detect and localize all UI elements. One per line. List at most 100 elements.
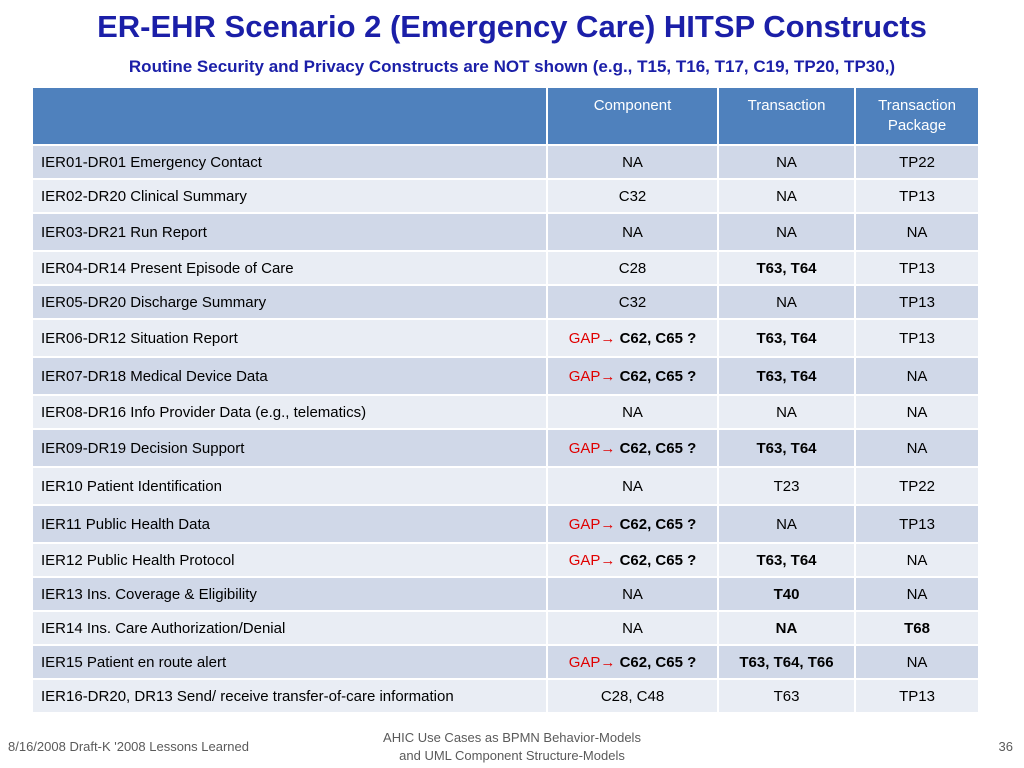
table-row: IER14 Ins. Care Authorization/Denial NA NA…: [31, 610, 980, 646]
row-transaction-package: NA: [854, 428, 980, 468]
table-row: IER04-DR14 Present Episode of Care C28 T63…: [31, 250, 980, 286]
row-name: IER11 Public Health Data: [31, 504, 548, 544]
table-row: IER15 Patient en route alert GAP→ C62, C6…: [31, 644, 980, 680]
row-name: IER06-DR12 Situation Report: [31, 318, 548, 358]
arrow-right-icon: →: [600, 439, 616, 457]
table-row: IER08-DR16 Info Provider Data (e.g., tel…: [31, 394, 980, 430]
table-row: IER05-DR20 Discharge Summary C32 NA TP13: [31, 284, 980, 320]
component-value: NA: [622, 477, 643, 495]
row-transaction-package: T68: [854, 610, 980, 646]
arrow-right-icon: →: [600, 367, 616, 385]
component-value: NA: [622, 403, 643, 421]
component-value: C62, C65 ?: [615, 329, 697, 347]
row-component: C28: [546, 250, 719, 286]
component-value: C32: [618, 187, 647, 205]
footer-center-line1: AHIC Use Cases as BPMN Behavior-Models: [383, 730, 641, 745]
header-transaction: Transaction: [717, 86, 856, 146]
table-header-row: Component Transaction Transaction Packag…: [31, 86, 980, 146]
component-value: NA: [622, 223, 643, 241]
row-component: GAP→ C62, C65 ?: [546, 428, 719, 468]
table-row: IER06-DR12 Situation Report GAP→ C62, C65…: [31, 318, 980, 358]
row-name: IER04-DR14 Present Episode of Care: [31, 250, 548, 286]
table-row: IER10 Patient Identification NA T23 TP22: [31, 466, 980, 506]
row-transaction-package: TP22: [854, 144, 980, 180]
row-transaction: T63, T64: [717, 542, 856, 578]
row-transaction: T63, T64, T66: [717, 644, 856, 680]
row-transaction-package: NA: [854, 542, 980, 578]
row-component: GAP→ C62, C65 ?: [546, 356, 719, 396]
row-component: NA: [546, 144, 719, 180]
table-row: IER02-DR20 Clinical Summary C32 NA TP13: [31, 178, 980, 214]
component-value: C28, C48: [600, 687, 665, 705]
arrow-right-icon: →: [600, 515, 616, 533]
row-component: GAP→ C62, C65 ?: [546, 644, 719, 680]
row-component: C28, C48: [546, 678, 719, 714]
row-transaction-package: NA: [854, 394, 980, 430]
gap-label: GAP: [568, 329, 601, 347]
table-row: IER03-DR21 Run Report NA NA NA: [31, 212, 980, 252]
row-name: IER12 Public Health Protocol: [31, 542, 548, 578]
row-name: IER03-DR21 Run Report: [31, 212, 548, 252]
row-component: NA: [546, 610, 719, 646]
row-name: IER16-DR20, DR13 Send/ receive transfer-…: [31, 678, 548, 714]
table-row: IER16-DR20, DR13 Send/ receive transfer-…: [31, 678, 980, 714]
gap-label: GAP: [568, 515, 601, 533]
row-transaction-package: TP22: [854, 466, 980, 506]
table-row: IER01-DR01 Emergency Contact NA NA TP22: [31, 144, 980, 180]
footer-center: AHIC Use Cases as BPMN Behavior-Models a…: [330, 729, 694, 765]
row-transaction: T40: [717, 576, 856, 612]
row-name: IER05-DR20 Discharge Summary: [31, 284, 548, 320]
table-row: IER07-DR18 Medical Device Data GAP→ C62, …: [31, 356, 980, 396]
component-value: C62, C65 ?: [615, 367, 697, 385]
row-transaction: NA: [717, 284, 856, 320]
row-transaction: NA: [717, 212, 856, 252]
component-value: C62, C65 ?: [615, 439, 697, 457]
row-component: NA: [546, 394, 719, 430]
row-transaction: T23: [717, 466, 856, 506]
row-transaction-package: NA: [854, 356, 980, 396]
constructs-table: Component Transaction Transaction Packag…: [31, 86, 980, 714]
row-transaction-package: NA: [854, 212, 980, 252]
component-value: NA: [622, 585, 643, 603]
component-value: C62, C65 ?: [615, 551, 697, 569]
gap-label: GAP: [568, 653, 601, 671]
row-transaction: NA: [717, 178, 856, 214]
row-transaction-package: TP13: [854, 318, 980, 358]
page-number: 36: [998, 739, 1013, 754]
row-name: IER15 Patient en route alert: [31, 644, 548, 680]
header-component: Component: [546, 86, 719, 146]
component-value: C32: [618, 293, 647, 311]
arrow-right-icon: →: [600, 551, 616, 569]
arrow-right-icon: →: [600, 653, 616, 671]
row-name: IER07-DR18 Medical Device Data: [31, 356, 548, 396]
row-component: GAP→ C62, C65 ?: [546, 504, 719, 544]
row-name: IER09-DR19 Decision Support: [31, 428, 548, 468]
row-transaction: NA: [717, 504, 856, 544]
row-name: IER02-DR20 Clinical Summary: [31, 178, 548, 214]
footer-date: 8/16/2008 Draft-K '2008 Lessons Learned: [8, 739, 249, 754]
row-component: NA: [546, 466, 719, 506]
arrow-right-icon: →: [600, 329, 616, 347]
row-component: GAP→ C62, C65 ?: [546, 542, 719, 578]
table-body: IER01-DR01 Emergency Contact NA NA TP22 IER0…: [31, 144, 980, 714]
component-value: NA: [622, 153, 643, 171]
header-blank: [31, 86, 548, 146]
row-component: NA: [546, 212, 719, 252]
row-component: NA: [546, 576, 719, 612]
footer-center-line2: and UML Component Structure-Models: [399, 748, 625, 763]
component-value: C62, C65 ?: [615, 653, 697, 671]
row-transaction-package: TP13: [854, 678, 980, 714]
slide-title: ER-EHR Scenario 2 (Emergency Care) HITSP…: [97, 9, 927, 44]
table-row: IER13 Ins. Coverage & Eligibility NA T40 NA: [31, 576, 980, 612]
row-transaction: NA: [717, 144, 856, 180]
component-value: NA: [622, 619, 643, 637]
row-name: IER14 Ins. Care Authorization/Denial: [31, 610, 548, 646]
row-component: GAP→ C62, C65 ?: [546, 318, 719, 358]
row-transaction: T63, T64: [717, 428, 856, 468]
gap-label: GAP: [568, 367, 601, 385]
row-transaction: NA: [717, 610, 856, 646]
row-name: IER10 Patient Identification: [31, 466, 548, 506]
row-transaction-package: TP13: [854, 284, 980, 320]
row-transaction-package: TP13: [854, 178, 980, 214]
header-transaction-package: Transaction Package: [854, 86, 980, 146]
